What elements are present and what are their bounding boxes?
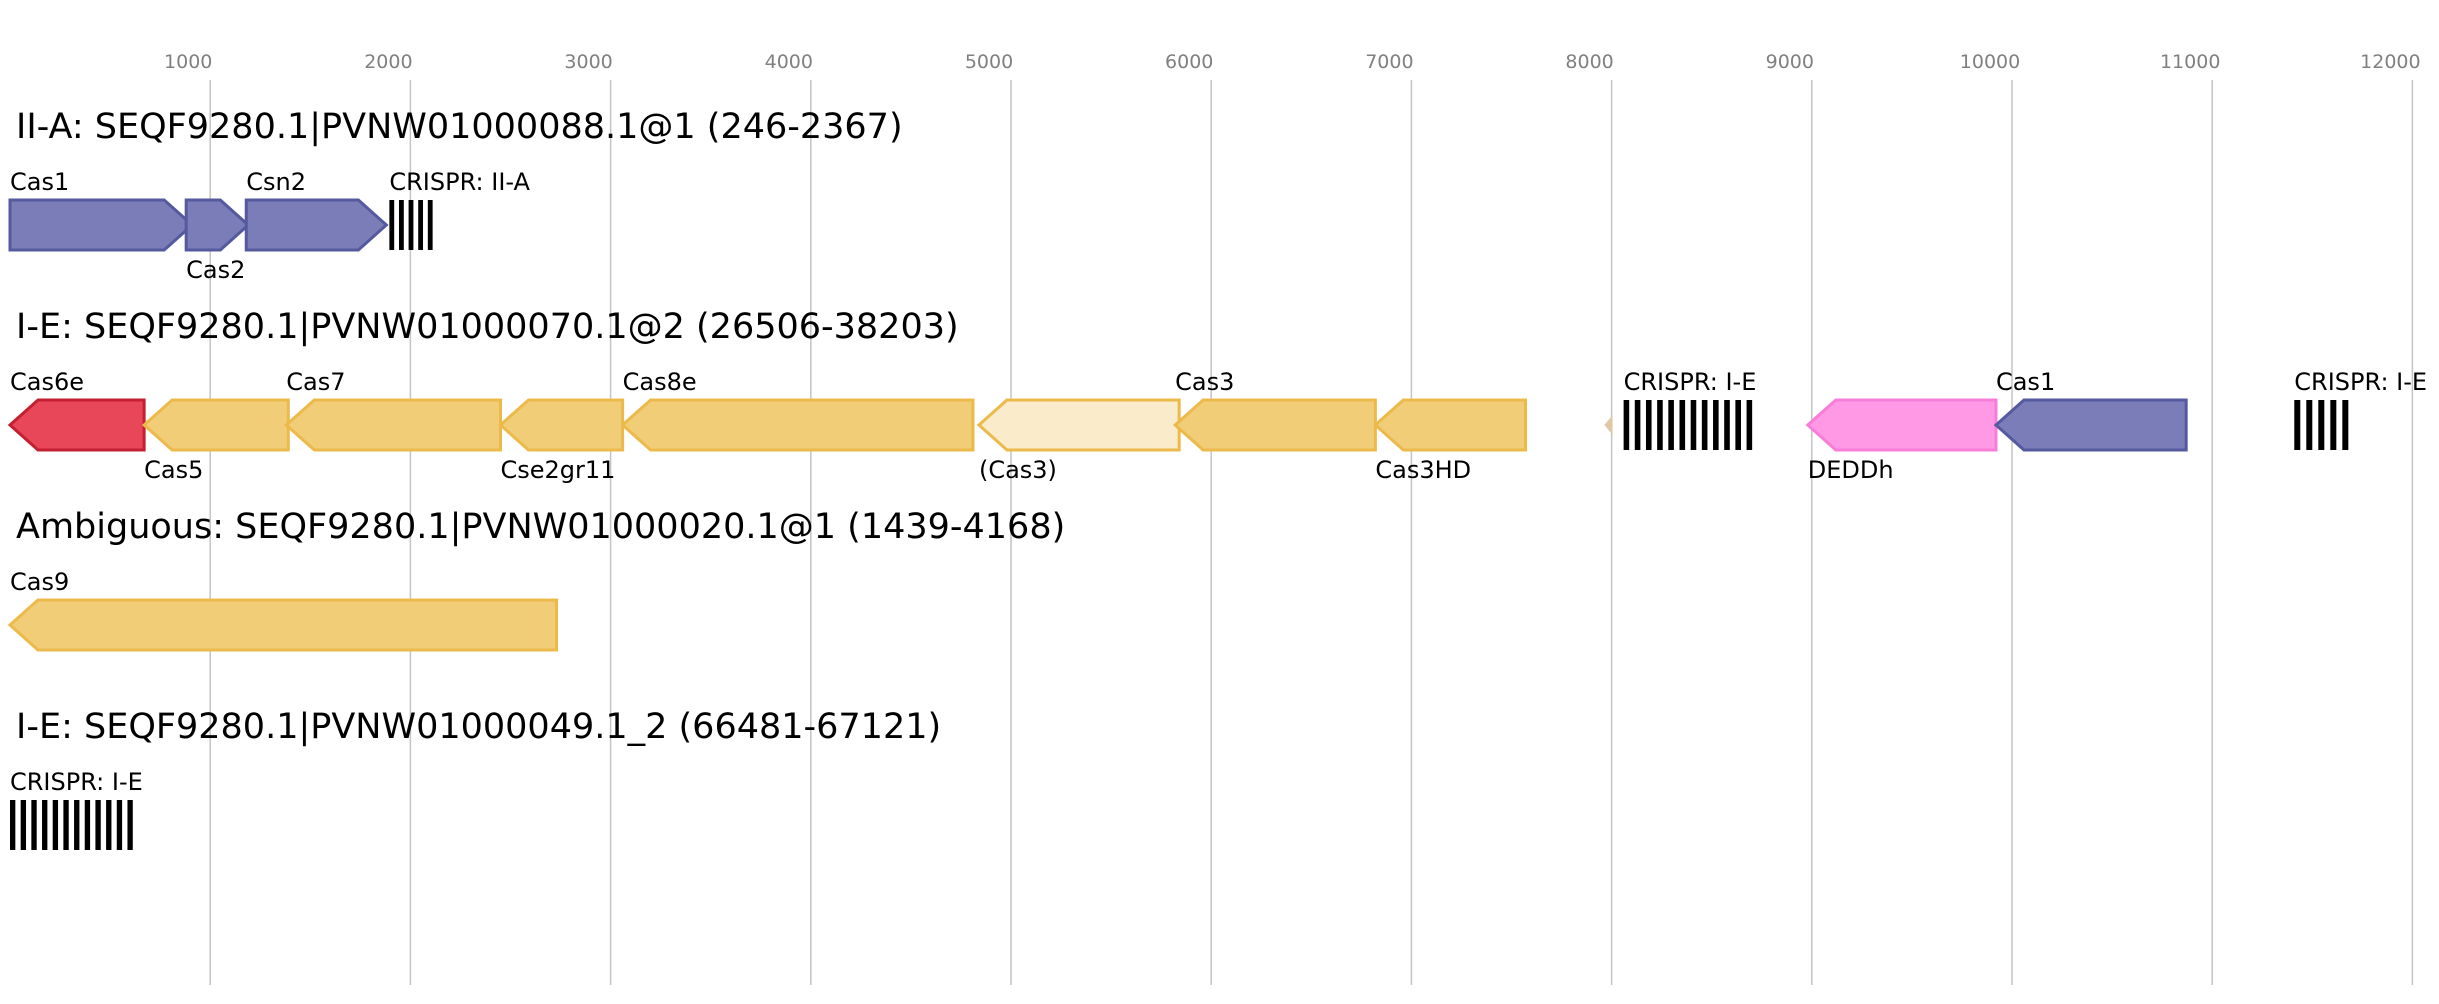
gene-arrow	[284, 398, 502, 452]
crispr-repeat	[63, 800, 69, 850]
axis-tick-label: 2000	[364, 51, 412, 73]
loci-tracks: II-A: SEQF9280.1|PVNW01000088.1@1 (246-2…	[7, 107, 2427, 850]
crispr-repeat	[2294, 400, 2301, 450]
locus-track: I-E: SEQF9280.1|PVNW01000049.1_2 (66481-…	[10, 707, 941, 850]
crispr-repeat	[427, 200, 433, 250]
crispr-repeat	[31, 800, 37, 850]
gene-arrow	[620, 398, 975, 452]
axis-tick-label: 1000	[164, 51, 212, 73]
axis-tick-label: 4000	[765, 51, 813, 73]
locus-title: II-A: SEQF9280.1|PVNW01000088.1@1 (246-2…	[16, 107, 903, 147]
crispr-repeat	[1623, 400, 1630, 450]
gene-label: Cas1	[10, 168, 69, 196]
axis-tick-label: 9000	[1766, 51, 1814, 73]
gene-label: Cas7	[286, 368, 345, 396]
crispr-repeat	[1724, 400, 1730, 450]
crispr-repeat	[2306, 400, 2313, 450]
crispr-repeat	[1668, 400, 1674, 450]
axis-tick-label: 12000	[2360, 51, 2420, 73]
gene-label: Cas3HD	[1375, 456, 1471, 484]
locus-title: Ambiguous: SEQF9280.1|PVNW01000020.1@1 (…	[16, 507, 1065, 547]
gene-label: Cas2	[186, 256, 245, 284]
locus-track: Ambiguous: SEQF9280.1|PVNW01000020.1@1 (…	[7, 507, 1065, 652]
axis-tick-label: 7000	[1365, 51, 1413, 73]
locus-track: II-A: SEQF9280.1|PVNW01000088.1@1 (246-2…	[8, 107, 903, 284]
crispr-repeat	[42, 800, 48, 850]
crispr-repeat	[127, 800, 133, 850]
axis-tick-label: 6000	[1165, 51, 1213, 73]
gene-arrow	[8, 198, 195, 252]
axis-grid: 1000 2000 3000 4000 5000 6000 7000 8000 9000 1000…	[164, 51, 2421, 985]
crispr-repeat	[106, 800, 112, 850]
crispr-repeat	[1746, 400, 1753, 450]
gene-arrow	[7, 598, 559, 652]
gene-label: Cas9	[10, 568, 69, 596]
gene-arrow	[498, 398, 625, 452]
crispr-repeat	[398, 200, 404, 250]
crispr-repeat	[1690, 400, 1697, 450]
small-gene-fragment	[1604, 415, 1613, 435]
crispr-label: CRISPR: I-E	[1624, 368, 1757, 396]
crispr-repeat	[1713, 400, 1719, 450]
axis-tick-label: 10000	[1960, 51, 2020, 73]
crispr-repeat	[2318, 400, 2325, 450]
crispr-repeat	[1645, 400, 1652, 450]
crispr-repeat	[1634, 400, 1641, 450]
axis-tick-label: 11000	[2160, 51, 2220, 73]
axis-tick-label: 3000	[564, 51, 612, 73]
crispr-repeat	[95, 800, 101, 850]
crispr-label: CRISPR: II-A	[389, 168, 530, 196]
gene-label: Cas8e	[623, 368, 697, 396]
crispr-repeat	[2342, 400, 2349, 450]
crispr-repeat	[116, 800, 123, 850]
crispr-repeat	[74, 800, 80, 850]
locus-title: I-E: SEQF9280.1|PVNW01000049.1_2 (66481-…	[16, 707, 941, 747]
gene-arrow	[1373, 398, 1528, 452]
gene-arrow	[141, 398, 290, 452]
crispr-repeat	[408, 200, 414, 250]
crispr-repeat	[418, 200, 424, 250]
gene-label: Csn2	[246, 168, 306, 196]
gene-arrow	[1172, 398, 1377, 452]
axis-tick-label: 8000	[1565, 51, 1613, 73]
gene-arrow	[244, 198, 389, 252]
gene-arrow	[1805, 398, 1998, 452]
gene-arrow	[976, 398, 1181, 452]
crispr-repeat	[84, 800, 91, 850]
locus-track: I-E: SEQF9280.1|PVNW01000070.1@2 (26506-…	[7, 307, 2427, 484]
gene-label: Cas6e	[10, 368, 84, 396]
crispr-repeat	[1735, 400, 1741, 450]
gene-arrow	[7, 398, 146, 452]
gene-label: Cas1	[1996, 368, 2055, 396]
crispr-repeat	[20, 800, 27, 850]
crispr-repeat	[10, 800, 16, 850]
crispr-repeat	[1657, 400, 1663, 450]
gene-label: Cse2gr11	[500, 456, 615, 484]
gene-label: Cas5	[144, 456, 203, 484]
gene-label: (Cas3)	[979, 456, 1057, 484]
axis-tick-label: 5000	[965, 51, 1013, 73]
locus-title: I-E: SEQF9280.1|PVNW01000070.1@2 (26506-…	[16, 307, 959, 347]
gene-label: Cas3	[1175, 368, 1234, 396]
crispr-repeat	[1701, 400, 1708, 450]
crispr-repeat	[389, 200, 395, 250]
crispr-repeat	[52, 800, 59, 850]
crispr-repeat	[1679, 400, 1686, 450]
gene-label: DEDDh	[1808, 456, 1894, 484]
gene-arrow	[184, 198, 251, 252]
crispr-label: CRISPR: I-E	[2294, 368, 2427, 396]
crispr-label: CRISPR: I-E	[10, 768, 143, 796]
crispr-repeat	[2330, 400, 2337, 450]
gene-arrow	[1993, 398, 2188, 452]
